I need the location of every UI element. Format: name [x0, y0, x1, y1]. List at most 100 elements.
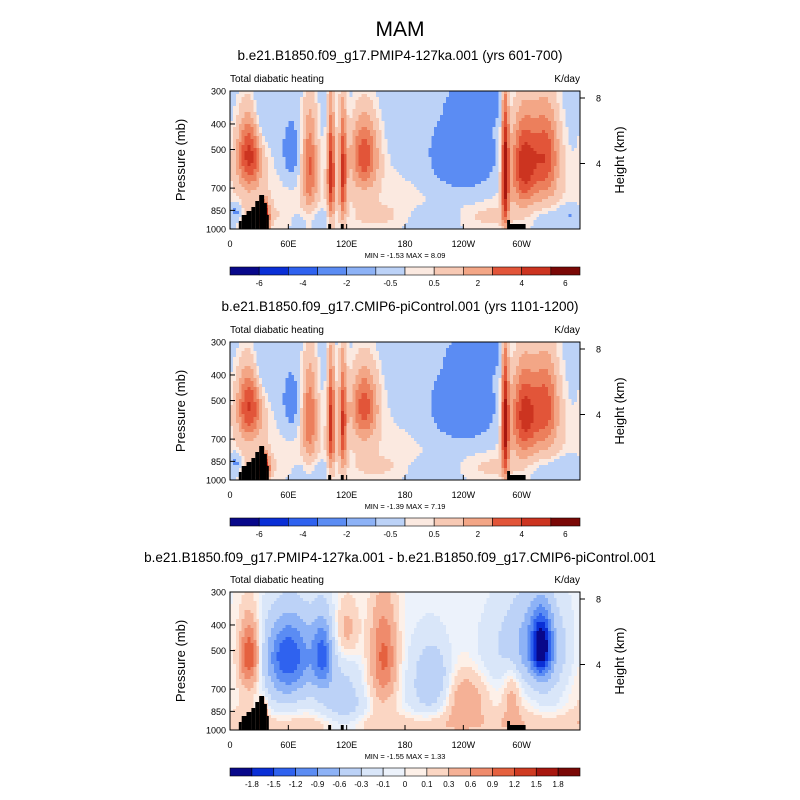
heatmap-cell [463, 148, 467, 152]
heatmap-cell [265, 103, 269, 107]
heatmap-cell [416, 142, 420, 146]
heatmap-cell [437, 136, 441, 140]
heatmap-cell [238, 184, 243, 188]
heatmap-cell [282, 154, 286, 158]
heatmap-cell [232, 211, 237, 215]
heatmap-cell [512, 211, 517, 215]
heatmap-cell [428, 118, 432, 122]
heatmap-cell [489, 202, 493, 206]
heatmap-cell [372, 184, 377, 188]
heatmap-cell [346, 211, 350, 215]
heatmap-cell [259, 160, 263, 164]
heatmap-cell [399, 163, 403, 167]
heatmap-cell [457, 175, 461, 179]
heatmap-cell [384, 118, 388, 122]
heatmap-cell [507, 175, 511, 179]
heatmap-cell [574, 127, 578, 131]
heatmap-cell [270, 91, 275, 95]
heatmap-cell [463, 115, 467, 119]
heatmap-cell [492, 166, 496, 170]
heatmap-cell [407, 202, 412, 206]
heatmap-cell [492, 127, 496, 131]
heatmap-cell [539, 127, 543, 131]
heatmap-cell [317, 136, 321, 140]
heatmap-cell [346, 91, 350, 95]
heatmap-cell [361, 196, 365, 200]
heatmap-cell [550, 115, 555, 119]
heatmap-cell [279, 166, 283, 170]
heatmap-cell [270, 151, 275, 155]
heatmap-cell [536, 124, 540, 128]
heatmap-cell [288, 154, 292, 158]
heatmap-cell [504, 136, 508, 140]
heatmap-cell [524, 139, 528, 143]
heatmap-cell [291, 130, 295, 134]
heatmap-cell [399, 178, 403, 182]
heatmap-cell [498, 133, 502, 137]
heatmap-cell [422, 124, 426, 128]
heatmap-cell [405, 100, 409, 104]
heatmap-cell [337, 103, 342, 107]
heatmap-cell [501, 196, 505, 200]
heatmap-cell [413, 91, 418, 95]
heatmap-cell [442, 169, 447, 173]
heatmap-cell [308, 133, 313, 137]
heatmap-cell [323, 211, 327, 215]
heatmap-cell [279, 193, 283, 197]
heatmap-cell [524, 154, 528, 158]
heatmap-cell [387, 208, 391, 212]
heatmap-cell [405, 181, 409, 185]
heatmap-cell [547, 211, 552, 215]
heatmap-cell [437, 112, 441, 116]
heatmap-cell [416, 130, 420, 134]
heatmap-cell [378, 100, 383, 104]
heatmap-cell [291, 211, 295, 215]
heatmap-cell [364, 157, 368, 161]
heatmap-cell [250, 196, 254, 200]
heatmap-cell [507, 172, 511, 176]
heatmap-cell [305, 118, 310, 122]
heatmap-cell [358, 130, 362, 134]
heatmap-cell [562, 130, 566, 134]
heatmap-cell [454, 169, 458, 173]
heatmap-cell [343, 145, 348, 149]
heatmap-cell [472, 121, 476, 125]
heatmap-cell [536, 139, 540, 143]
heatmap-cell [343, 97, 348, 101]
heatmap-cell [472, 178, 476, 182]
heatmap-cell [367, 175, 371, 179]
heatmap-cell [425, 154, 429, 158]
heatmap-cell [265, 130, 269, 134]
heatmap-cell [413, 136, 418, 140]
heatmap-cell [545, 91, 549, 95]
heatmap-cell [448, 151, 453, 155]
heatmap-cell [317, 154, 321, 158]
heatmap-cell [440, 118, 444, 122]
heatmap-cell [355, 211, 359, 215]
heatmap-cell [337, 124, 342, 128]
heatmap-cell [553, 199, 558, 203]
heatmap-cell [571, 154, 575, 158]
heatmap-cell [492, 190, 496, 194]
heatmap-cell [256, 91, 260, 95]
heatmap-cell [454, 121, 458, 125]
heatmap-cell [545, 160, 549, 164]
heatmap-cell [335, 94, 339, 98]
heatmap-cell [346, 94, 350, 98]
heatmap-cell [232, 193, 237, 197]
heatmap-cell [448, 91, 453, 95]
heatmap-cell [521, 94, 525, 98]
heatmap-cell [556, 160, 560, 164]
heatmap-cell [230, 103, 234, 107]
heatmap-cell [521, 172, 525, 176]
heatmap-cell [442, 103, 447, 107]
heatmap-cell [504, 115, 508, 119]
heatmap-cell [480, 91, 485, 95]
heatmap-cell [480, 199, 485, 203]
heatmap-cell [477, 169, 482, 173]
heatmap-cell [370, 112, 374, 116]
heatmap-cell [358, 178, 362, 182]
heatmap-cell [556, 154, 560, 158]
heatmap-cell [547, 133, 552, 137]
heatmap-cell [553, 190, 558, 194]
